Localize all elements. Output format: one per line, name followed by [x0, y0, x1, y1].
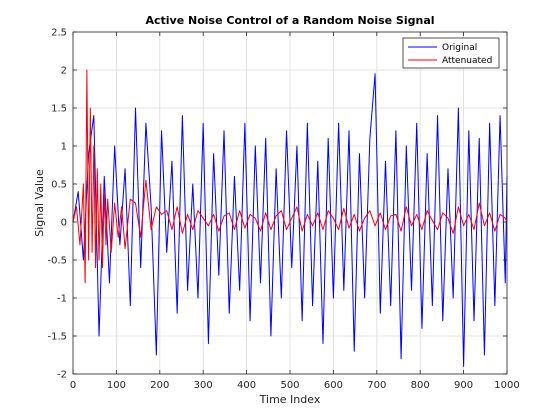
chart-title: Active Noise Control of a Random Noise S… — [145, 14, 434, 27]
y-tick-label: 0 — [61, 218, 67, 229]
x-tick-label: 600 — [324, 380, 343, 391]
y-axis-label: Signal Value — [33, 169, 46, 237]
y-tick-label: -1.5 — [47, 332, 67, 343]
x-tick-label: 300 — [194, 380, 213, 391]
x-tick-label: 700 — [367, 380, 386, 391]
x-tick-label: 900 — [454, 380, 473, 391]
tick-marks — [72, 31, 508, 375]
x-tick-label: 1000 — [494, 380, 519, 391]
legend-box — [402, 37, 500, 69]
y-tick-label: 1 — [61, 142, 67, 153]
y-tick-label: -2 — [57, 370, 67, 381]
x-axis-label: Time Index — [259, 393, 321, 406]
y-tick-labels: -2 -1.5 -1 -0.5 0 0.5 1 1.5 2 2.5 — [47, 28, 67, 381]
legend-label-original: Original — [442, 43, 477, 53]
y-tick-label: 0.5 — [51, 180, 67, 191]
x-tick-label: 200 — [150, 380, 169, 391]
x-tick-labels: 0 100 200 300 400 500 600 700 800 900 1000 — [70, 380, 520, 391]
x-tick-label: 500 — [280, 380, 299, 391]
y-tick-label: -0.5 — [47, 256, 67, 267]
y-tick-label: 2 — [61, 66, 67, 77]
legend: Original Attenuated — [402, 37, 500, 69]
x-tick-label: 0 — [70, 380, 76, 391]
x-tick-label: 400 — [237, 380, 256, 391]
x-tick-label: 800 — [411, 380, 430, 391]
y-tick-label: 2.5 — [51, 28, 67, 39]
x-tick-label: 100 — [107, 380, 126, 391]
legend-label-attenuated: Attenuated — [442, 56, 492, 66]
plot-area — [72, 31, 508, 375]
series-layer — [72, 69, 508, 367]
y-tick-label: 1.5 — [51, 104, 67, 115]
series-line-original — [72, 73, 508, 367]
series-line-attenuated — [72, 69, 508, 284]
y-tick-label: -1 — [57, 294, 67, 305]
